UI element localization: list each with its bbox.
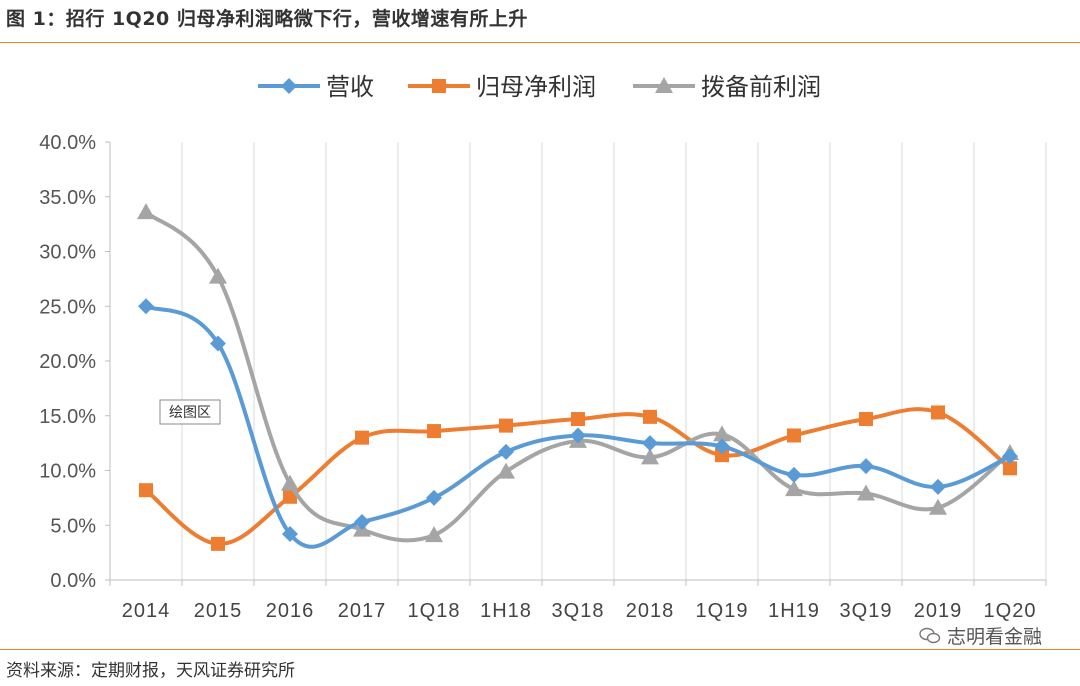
data-point bbox=[714, 438, 730, 455]
data-point bbox=[857, 484, 875, 501]
y-tick-label: 15.0% bbox=[39, 406, 96, 428]
watermark: 志明看金融 bbox=[919, 622, 1042, 649]
data-point bbox=[858, 458, 874, 475]
data-point bbox=[570, 427, 586, 444]
chart-legend: 营收 归母净利润 拨备前利润 bbox=[258, 73, 821, 101]
x-tick-label: 2016 bbox=[266, 600, 315, 622]
chart-grid bbox=[181, 142, 1047, 580]
series-1 bbox=[138, 298, 1018, 549]
plot-area-annotation: 绘图区 bbox=[159, 399, 221, 425]
x-tick-label: 1H19 bbox=[768, 600, 820, 622]
y-tick-label: 40.0% bbox=[39, 132, 96, 154]
page-title: 图 1：招行 1Q20 归母净利润略微下行，营收增速有所上升 bbox=[6, 8, 528, 30]
x-tick-label: 1Q18 bbox=[408, 600, 461, 622]
legend-entry: 归母净利润 bbox=[408, 73, 596, 101]
data-point bbox=[283, 489, 297, 504]
data-point bbox=[1002, 448, 1018, 465]
y-tick-label: 10.0% bbox=[39, 461, 96, 483]
data-point bbox=[571, 412, 585, 427]
series-line bbox=[145, 304, 1011, 549]
y-tick-label: 5.0% bbox=[50, 515, 96, 537]
data-point bbox=[209, 267, 227, 284]
data-point bbox=[281, 474, 299, 491]
data-point bbox=[785, 480, 803, 497]
chart-series bbox=[137, 203, 1019, 551]
footer-divider bbox=[0, 649, 1080, 650]
data-point bbox=[425, 526, 443, 543]
y-tick-label: 25.0% bbox=[39, 296, 96, 318]
legend-marker bbox=[655, 77, 673, 93]
data-point bbox=[643, 409, 657, 424]
data-point bbox=[210, 335, 226, 352]
data-point bbox=[282, 526, 298, 543]
data-point bbox=[787, 428, 801, 443]
data-point bbox=[426, 489, 442, 506]
x-tick-label: 1H18 bbox=[480, 600, 532, 622]
legend-label: 拨备前利润 bbox=[701, 73, 821, 101]
y-axis: 0.0% 5.0% 10.0% 15.0% 20.0% 25.0% 30.0% 35.0% 40… bbox=[39, 132, 111, 592]
data-point bbox=[211, 536, 225, 551]
y-tick-label: 20.0% bbox=[39, 351, 96, 373]
data-point bbox=[713, 425, 731, 442]
plot-area-label: 绘图区 bbox=[169, 405, 211, 421]
series-3 bbox=[137, 203, 1019, 543]
line-chart: 营收 归母净利润 拨备前利润 0.0% 5.0% 10.0% 15.0% 20.0% 25.0… bbox=[39, 73, 1047, 622]
data-point bbox=[641, 448, 659, 465]
data-point bbox=[931, 405, 945, 420]
data-point bbox=[497, 462, 515, 479]
x-tick-label: 2015 bbox=[194, 600, 243, 622]
data-point bbox=[137, 203, 155, 220]
x-tick-label: 2014 bbox=[122, 600, 171, 622]
legend-marker bbox=[432, 79, 446, 93]
x-tick-label: 1Q19 bbox=[696, 600, 749, 622]
x-tick-label: 2018 bbox=[626, 600, 675, 622]
data-point bbox=[859, 412, 873, 427]
data-point bbox=[786, 466, 802, 483]
legend-entry: 拨备前利润 bbox=[633, 73, 821, 101]
data-point bbox=[498, 443, 514, 460]
y-tick-label: 30.0% bbox=[39, 242, 96, 264]
watermark-text: 志明看金融 bbox=[946, 626, 1042, 648]
x-tick-label: 2019 bbox=[914, 600, 963, 622]
data-point bbox=[354, 513, 370, 530]
data-point bbox=[139, 483, 153, 498]
header-divider bbox=[0, 42, 1080, 43]
data-point bbox=[715, 448, 729, 463]
data-point bbox=[355, 430, 369, 445]
x-tick-label: 3Q18 bbox=[552, 600, 605, 622]
legend-entry: 营收 bbox=[258, 73, 374, 101]
data-point bbox=[929, 498, 947, 515]
data-point bbox=[427, 424, 441, 439]
x-axis: 2014 2015 2016 2017 1Q18 1H18 3Q18 2018 1Q19 1H19… bbox=[109, 579, 1047, 622]
data-point bbox=[138, 298, 154, 315]
data-point bbox=[930, 478, 946, 495]
data-point bbox=[642, 435, 658, 452]
series-line bbox=[144, 210, 1012, 543]
y-tick-label: 0.0% bbox=[50, 570, 96, 592]
legend-label: 营收 bbox=[326, 73, 374, 101]
data-point bbox=[499, 418, 513, 433]
source-note: 资料来源：定期财报，天风证券研究所 bbox=[6, 661, 295, 681]
x-tick-label: 3Q19 bbox=[840, 600, 893, 622]
series-2 bbox=[139, 405, 1017, 551]
legend-label: 归母净利润 bbox=[476, 73, 596, 101]
x-tick-label: 2017 bbox=[338, 600, 387, 622]
y-tick-label: 35.0% bbox=[39, 187, 96, 209]
data-point bbox=[1003, 461, 1017, 476]
legend-marker bbox=[281, 78, 297, 94]
x-tick-label: 1Q20 bbox=[984, 600, 1037, 622]
wechat-icon bbox=[919, 627, 941, 643]
